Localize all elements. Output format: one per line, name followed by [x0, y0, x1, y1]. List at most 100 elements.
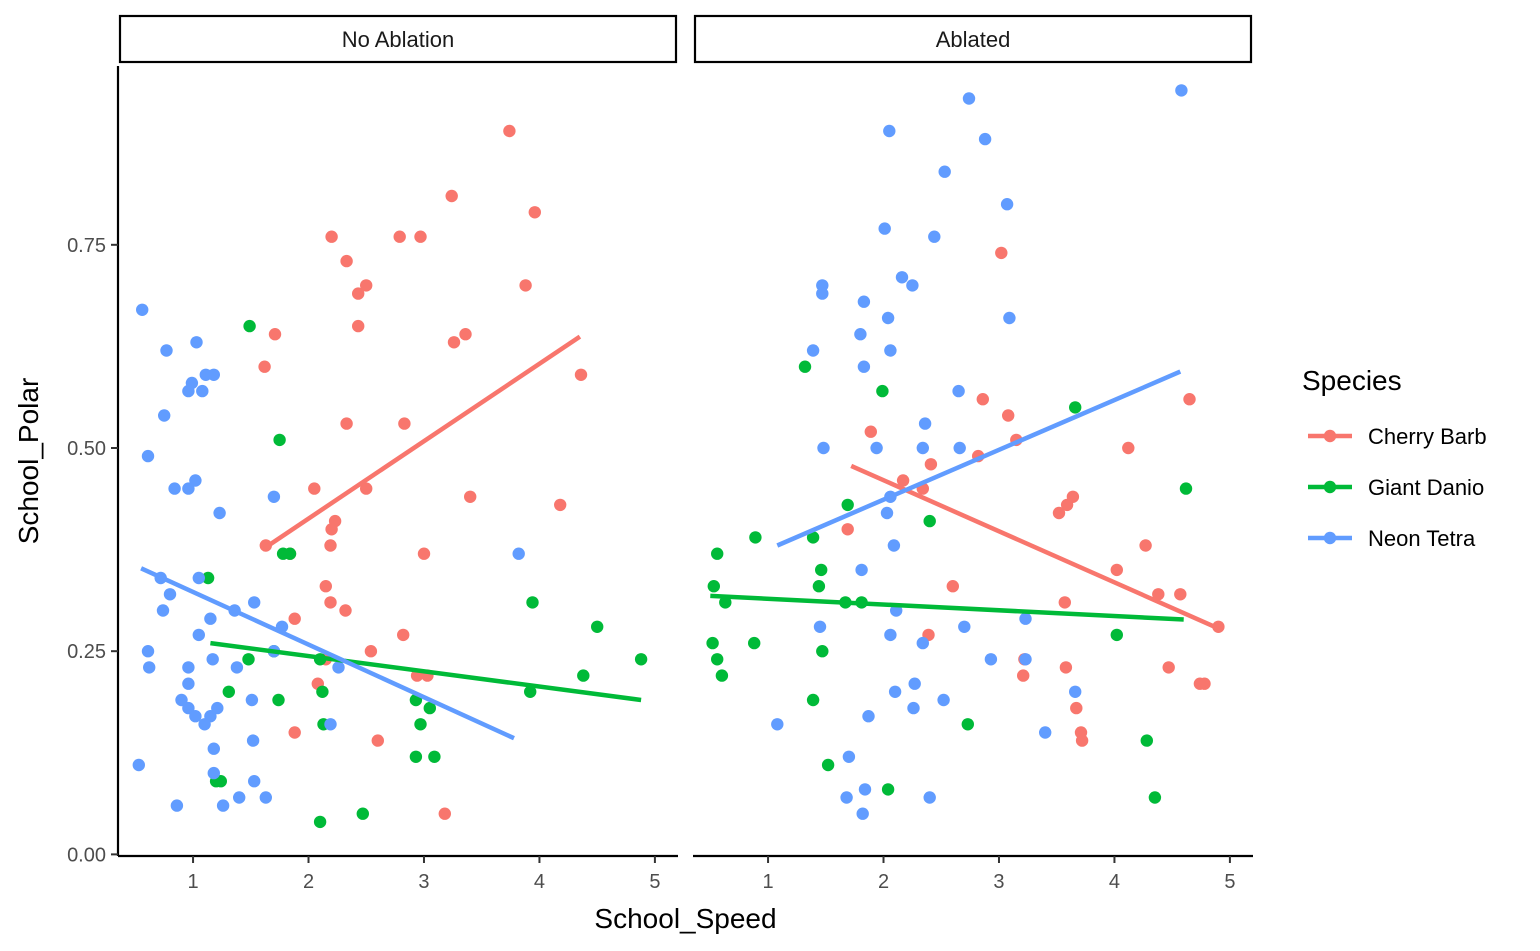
legend-label: Giant Danio — [1368, 475, 1484, 500]
data-point — [591, 620, 604, 633]
data-point — [360, 482, 373, 495]
data-point — [288, 726, 301, 739]
data-point — [907, 701, 920, 715]
data-point — [806, 344, 820, 357]
data-point — [707, 580, 720, 593]
data-point — [141, 449, 155, 463]
data-point — [273, 433, 286, 447]
data-point — [364, 645, 378, 658]
data-point — [143, 661, 156, 674]
data-point — [878, 222, 891, 235]
data-point — [976, 393, 989, 406]
data-point — [340, 254, 353, 268]
x-tick-label: 3 — [418, 871, 429, 893]
data-point — [160, 344, 173, 357]
data-point — [283, 547, 297, 560]
data-point — [918, 417, 932, 430]
data-point — [813, 620, 827, 633]
data-point — [211, 701, 224, 715]
x-tick-label: 5 — [1224, 871, 1235, 893]
data-point — [1148, 791, 1162, 804]
data-point — [854, 328, 867, 341]
x-tick-label: 2 — [303, 871, 314, 893]
data-point — [324, 718, 337, 731]
data-point — [908, 677, 921, 690]
data-point — [464, 490, 477, 503]
data-point — [207, 742, 220, 755]
data-point — [748, 636, 761, 650]
data-point — [141, 645, 155, 658]
data-point — [201, 571, 215, 585]
legend-label: Cherry Barb — [1368, 424, 1487, 449]
strip-box — [693, 14, 1253, 64]
legend-item: Neon Tetra — [1308, 526, 1476, 551]
series-cherry-barb — [258, 124, 588, 820]
data-point — [995, 246, 1008, 260]
data-point — [1069, 685, 1082, 698]
data-point — [316, 685, 329, 698]
data-point — [248, 596, 261, 609]
data-point — [574, 368, 588, 381]
data-point — [524, 685, 537, 698]
data-point — [190, 336, 203, 349]
data-point — [749, 531, 762, 544]
data-point — [1052, 506, 1066, 520]
data-point — [1122, 441, 1135, 455]
data-point — [1039, 726, 1052, 739]
data-point — [862, 710, 875, 723]
data-point — [414, 230, 427, 243]
data-point — [881, 783, 895, 796]
panel-0: No Ablation 1 2 3 4 5 — [118, 14, 678, 893]
data-point — [1110, 563, 1124, 577]
data-point — [214, 775, 227, 788]
data-point — [198, 718, 211, 731]
x-tick-label: 5 — [649, 871, 660, 893]
data-point — [206, 653, 219, 666]
strip-box — [118, 14, 678, 64]
data-point — [858, 783, 872, 796]
data-point — [1110, 628, 1124, 642]
legend-item: Cherry Barb — [1308, 424, 1487, 449]
data-point — [272, 693, 285, 707]
data-point — [840, 791, 853, 804]
data-point — [352, 287, 365, 300]
data-point — [192, 628, 205, 642]
data-point — [1183, 393, 1196, 406]
data-point — [136, 303, 149, 316]
data-point — [938, 165, 951, 178]
data-point — [438, 807, 451, 820]
data-point — [393, 230, 406, 243]
data-point — [528, 206, 541, 219]
fit-line-giant-danio — [210, 640, 642, 703]
legend-label: Neon Tetra — [1368, 526, 1476, 551]
data-point — [340, 417, 353, 430]
fit-line-neon-tetra — [140, 566, 515, 741]
data-point — [1058, 596, 1072, 609]
legend-key-point — [1323, 480, 1337, 494]
data-point — [192, 571, 205, 585]
data-point — [163, 588, 177, 601]
x-tick-label: 3 — [993, 871, 1004, 893]
data-point — [512, 547, 525, 560]
data-point — [937, 693, 950, 707]
panel-1: Ablated 1 2 3 4 5 — [693, 14, 1253, 893]
data-point — [259, 791, 272, 804]
series-cherry-barb — [841, 246, 1225, 747]
data-point — [923, 514, 936, 528]
data-point — [984, 653, 998, 666]
data-point — [267, 490, 281, 503]
data-point — [817, 441, 830, 455]
data-point — [308, 482, 321, 495]
data-point — [248, 775, 261, 788]
data-point — [706, 636, 719, 650]
data-point — [199, 368, 212, 381]
data-point — [242, 653, 255, 666]
data-point — [182, 482, 195, 495]
data-point — [246, 734, 260, 747]
y-tick-label: 0.75 — [67, 235, 106, 257]
data-point — [288, 612, 301, 625]
data-point — [132, 758, 145, 772]
legend-key-point — [1323, 429, 1337, 443]
data-point — [883, 124, 896, 138]
data-point — [168, 482, 181, 495]
